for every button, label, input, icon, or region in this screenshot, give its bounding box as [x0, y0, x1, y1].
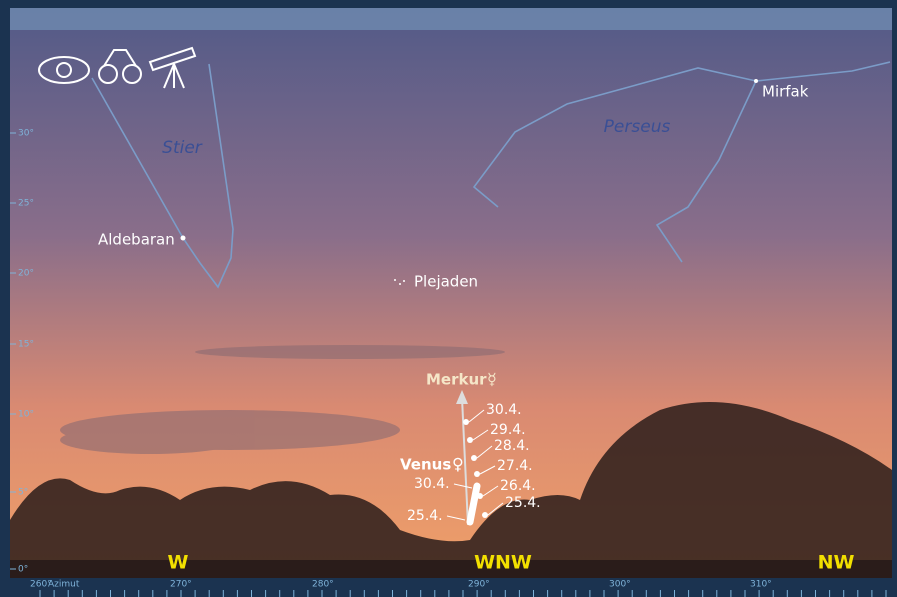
arrow-head — [456, 390, 468, 404]
date-label: 26.4. — [500, 478, 536, 494]
planet-position — [463, 419, 469, 425]
date-label: 30.4. — [414, 476, 450, 492]
leader — [487, 502, 504, 516]
view-icons — [38, 46, 197, 89]
altitude-label: 30° — [18, 129, 34, 139]
star-name: Aldebaran — [98, 231, 175, 249]
direction-label: NW — [818, 552, 855, 574]
azimuth-label: 270° — [170, 580, 192, 590]
leader — [482, 485, 499, 497]
planet-name: Venus — [400, 456, 451, 474]
planet-position — [471, 455, 477, 461]
azimuth-label: Azimut — [48, 580, 80, 590]
altitude-label: 0° — [18, 565, 28, 575]
leader — [453, 483, 473, 489]
constellation-name: Perseus — [604, 117, 671, 137]
venus-track — [466, 482, 481, 526]
stars — [180, 79, 758, 285]
altitude-label: 10° — [18, 410, 34, 420]
planet-name: Merkur — [426, 371, 487, 389]
constellation-name: Stier — [162, 138, 203, 158]
planet-tracks: Merkur ☿30.4.29.4.28.4.27.4.26.4.25.4.Ven… — [400, 370, 541, 526]
date-label: 25.4. — [407, 508, 443, 524]
top-strip — [10, 8, 892, 30]
azimuth-label: 290° — [468, 580, 490, 590]
trees — [10, 402, 892, 578]
star-name: Mirfak — [762, 83, 809, 101]
leader — [479, 465, 496, 475]
azimuth-label: 260° — [30, 580, 52, 590]
date-label: 28.4. — [494, 438, 530, 454]
altitude-label: 20° — [18, 269, 34, 279]
direction-label: WNW — [474, 552, 532, 574]
direction-label: W — [168, 552, 189, 574]
leader — [476, 445, 493, 459]
altitude-label: 5° — [18, 488, 28, 498]
date-label: 25.4. — [505, 495, 541, 511]
planet-position — [467, 437, 473, 443]
planet-position — [474, 471, 480, 477]
scales: 30° 25° 20° 15° 10° 5° 0°260°Azimut 270° 280° 290… — [10, 129, 887, 597]
star-name: Plejaden — [414, 273, 478, 291]
track-arrow — [461, 397, 469, 526]
azimuth-bar — [10, 578, 892, 597]
planet-position — [482, 512, 488, 518]
planet-symbol: ☿ — [487, 370, 497, 389]
azimuth-label: 300° — [609, 580, 631, 590]
azimuth-label: 280° — [312, 580, 334, 590]
leader — [468, 409, 485, 423]
clouds — [60, 345, 505, 454]
planet-symbol: ♀ — [452, 455, 464, 474]
date-label: 29.4. — [490, 422, 526, 438]
altitude-label: 25° — [18, 199, 34, 209]
date-label: 27.4. — [497, 458, 533, 474]
leader — [446, 515, 466, 521]
date-label: 30.4. — [486, 402, 522, 418]
altitude-label: 15° — [18, 340, 34, 350]
azimuth-label: 310° — [750, 580, 772, 590]
leader — [472, 429, 489, 441]
